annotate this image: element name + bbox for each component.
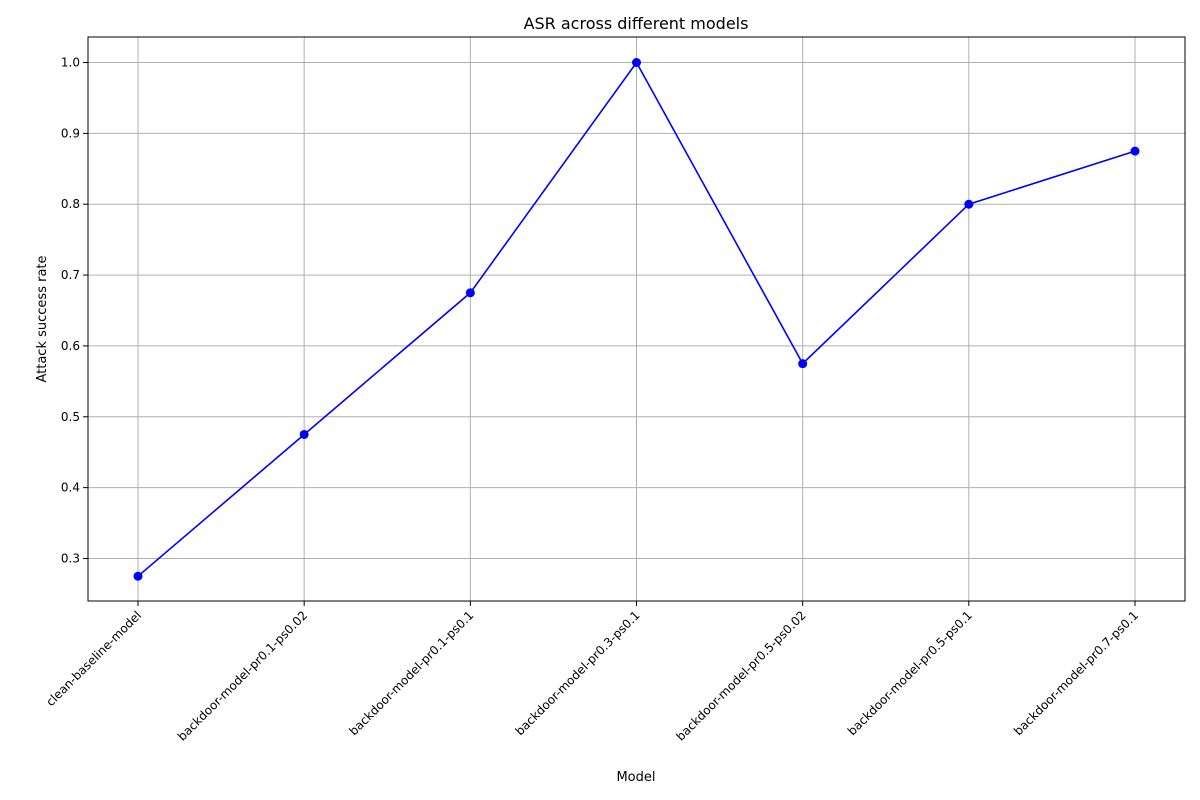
y-tick-label: 1.0 xyxy=(61,56,80,70)
y-tick-label: 0.9 xyxy=(61,126,80,140)
x-tick-label: backdoor-model-pr0.5-ps0.02 xyxy=(673,608,808,743)
data-point xyxy=(299,429,309,439)
y-axis-label: Attack success rate xyxy=(35,255,50,382)
y-axis-ticks: 0.3 0.4 0.5 0.6 0.7 0.8 0.9 1.0 xyxy=(61,56,88,565)
x-tick-label: backdoor-model-pr0.1-ps0.02 xyxy=(175,608,310,743)
chart-title: ASR across different models xyxy=(524,14,749,33)
data-point xyxy=(1130,146,1140,156)
x-axis-ticks: clean-baseline-model backdoor-model-pr0.1… xyxy=(43,601,1141,744)
x-tick-label: backdoor-model-pr0.1-ps0.1 xyxy=(346,608,476,738)
y-tick-label: 0.3 xyxy=(61,551,80,565)
y-tick-label: 0.4 xyxy=(61,481,80,495)
grid-layer xyxy=(88,37,1185,601)
data-point xyxy=(798,359,808,369)
data-point xyxy=(465,288,475,298)
x-tick-label: clean-baseline-model xyxy=(43,608,144,709)
x-axis-label: Model xyxy=(616,770,655,785)
x-tick-label: backdoor-model-pr0.3-ps0.1 xyxy=(513,608,643,738)
y-tick-label: 0.7 xyxy=(61,268,80,282)
y-tick-label: 0.5 xyxy=(61,410,80,424)
data-point xyxy=(133,571,143,581)
y-tick-label: 0.6 xyxy=(61,339,80,353)
x-tick-label: backdoor-model-pr0.7-ps0.1 xyxy=(1011,608,1141,738)
data-point xyxy=(632,58,641,68)
series-layer xyxy=(133,58,1140,581)
data-point xyxy=(964,199,974,209)
x-tick-label: backdoor-model-pr0.5-ps0.1 xyxy=(845,608,975,738)
y-tick-label: 0.8 xyxy=(61,197,80,211)
